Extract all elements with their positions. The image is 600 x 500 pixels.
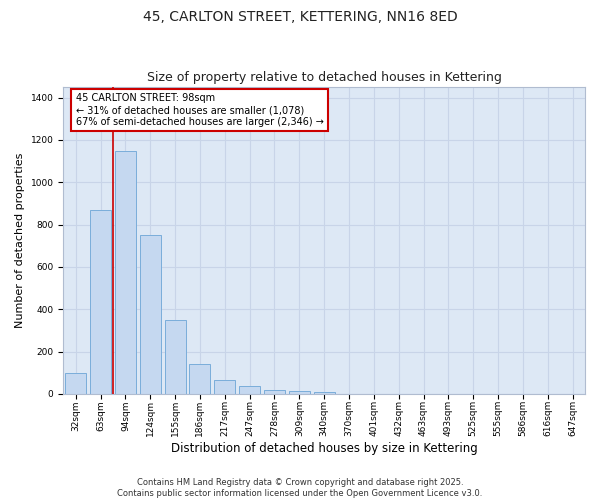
Text: 45 CARLTON STREET: 98sqm
← 31% of detached houses are smaller (1,078)
67% of sem: 45 CARLTON STREET: 98sqm ← 31% of detach… [76,94,323,126]
Bar [264,390,285,394]
X-axis label: Distribution of detached houses by size in Kettering: Distribution of detached houses by size … [171,442,478,455]
Bar [164,320,185,394]
Title: Size of property relative to detached houses in Kettering: Size of property relative to detached ho… [147,72,502,85]
Bar [115,150,136,394]
Bar [214,380,235,394]
Bar [90,210,111,394]
Y-axis label: Number of detached properties: Number of detached properties [15,153,25,328]
Bar [314,392,335,394]
Bar [289,390,310,394]
Bar [190,364,211,394]
Text: 45, CARLTON STREET, KETTERING, NN16 8ED: 45, CARLTON STREET, KETTERING, NN16 8ED [143,10,457,24]
Bar [239,386,260,394]
Bar [65,372,86,394]
Text: Contains HM Land Registry data © Crown copyright and database right 2025.
Contai: Contains HM Land Registry data © Crown c… [118,478,482,498]
Bar [140,235,161,394]
